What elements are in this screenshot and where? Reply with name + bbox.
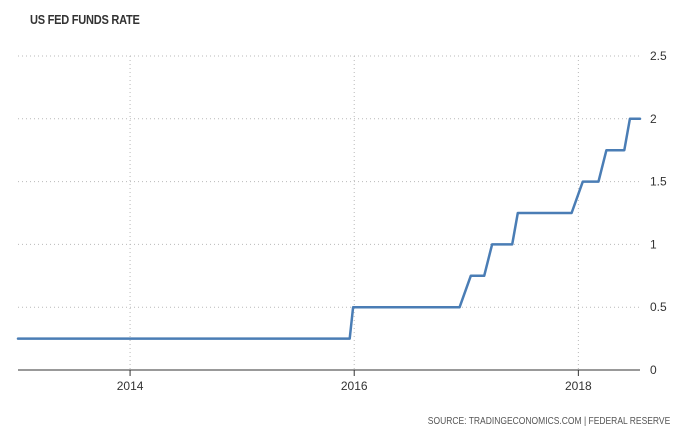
tick-marks bbox=[129, 370, 579, 376]
grid bbox=[18, 55, 640, 370]
tick-labels: 0 0.5 1 1.5 2 2.5 2014 2016 2018 bbox=[117, 49, 667, 393]
y-tick-label: 2 bbox=[650, 112, 657, 126]
y-tick-label: 0.5 bbox=[650, 300, 667, 314]
chart-title: US FED FUNDS RATE bbox=[30, 12, 140, 27]
y-tick-label: 0 bbox=[650, 363, 657, 377]
chart-source: SOURCE: TRADINGECONOMICS.COM | FEDERAL R… bbox=[427, 416, 670, 427]
y-tick-label: 1 bbox=[650, 237, 657, 251]
y-tick-label: 2.5 bbox=[650, 49, 667, 63]
x-tick-label: 2018 bbox=[565, 379, 592, 393]
x-tick-label: 2016 bbox=[341, 379, 368, 393]
y-tick-label: 1.5 bbox=[650, 175, 667, 189]
series-line-fed-funds-rate bbox=[16, 117, 642, 340]
series bbox=[16, 117, 642, 340]
x-tick-label: 2014 bbox=[117, 379, 144, 393]
